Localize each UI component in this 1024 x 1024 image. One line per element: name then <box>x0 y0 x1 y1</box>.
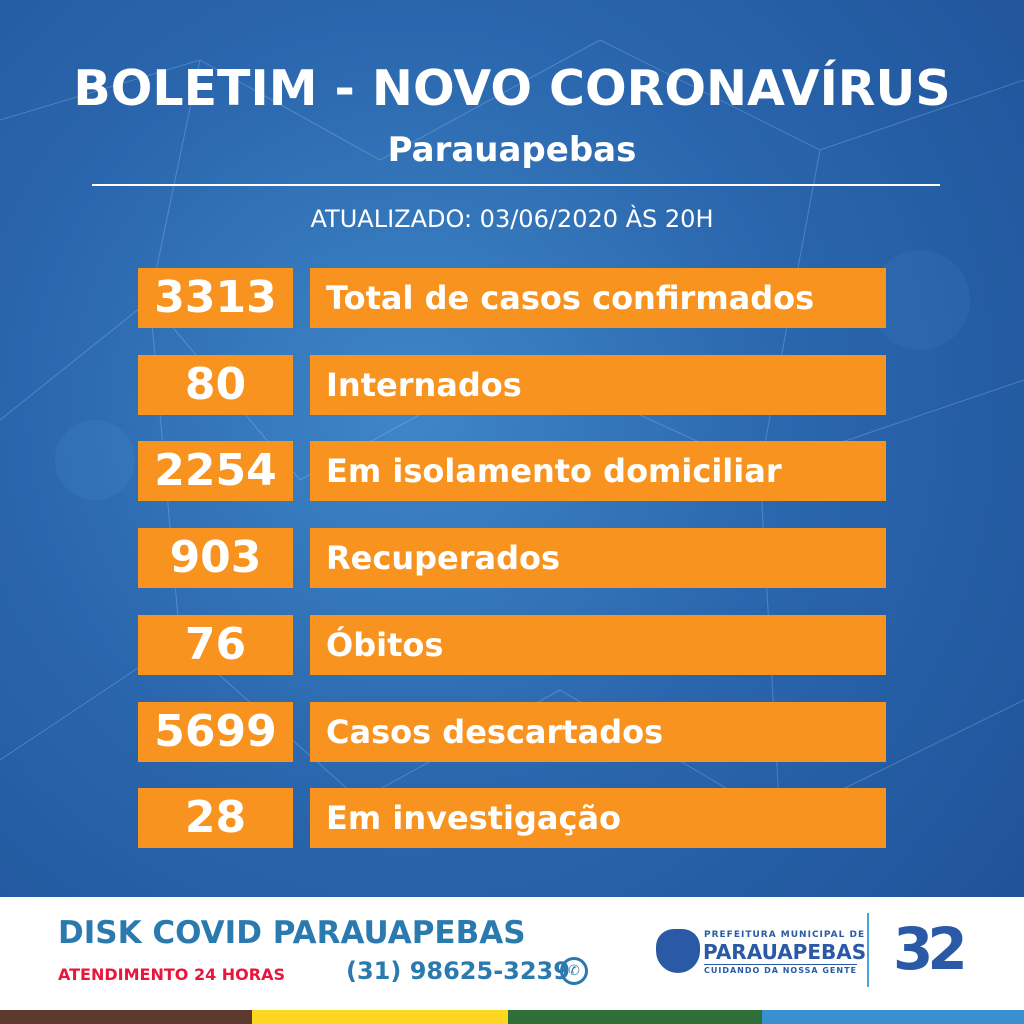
stat-row: 3313 Total de casos confirmados <box>138 268 886 328</box>
stripe-yellow <box>252 1010 508 1024</box>
stat-label: Em isolamento domiciliar <box>310 441 886 501</box>
anniversary-logo: 32 <box>893 915 968 983</box>
stat-value: 2254 <box>138 441 293 501</box>
footer-divider <box>867 913 869 987</box>
stat-value: 5699 <box>138 702 293 762</box>
stat-row: 28 Em investigação <box>138 788 886 848</box>
stat-row: 80 Internados <box>138 355 886 415</box>
stat-value: 903 <box>138 528 293 588</box>
stat-row: 76 Óbitos <box>138 615 886 675</box>
stat-row: 5699 Casos descartados <box>138 702 886 762</box>
stripe-green <box>508 1010 762 1024</box>
logo-line1: PREFEITURA MUNICIPAL DE <box>704 930 866 940</box>
phone-number[interactable]: (31) 98625-3239 <box>346 957 570 985</box>
logo-line3: CUIDANDO DA NOSSA GENTE <box>704 964 857 975</box>
footer: DISK COVID PARAUAPEBAS ATENDIMENTO 24 HO… <box>0 897 1024 1010</box>
stat-label: Recuperados <box>310 528 886 588</box>
divider <box>92 184 940 186</box>
stat-label: Internados <box>310 355 886 415</box>
coat-of-arms-logo <box>656 929 700 973</box>
stat-value: 76 <box>138 615 293 675</box>
stat-label: Óbitos <box>310 615 886 675</box>
stat-value: 3313 <box>138 268 293 328</box>
stat-label: Em investigação <box>310 788 886 848</box>
updated-timestamp: ATUALIZADO: 03/06/2020 ÀS 20H <box>310 205 714 233</box>
stripe-blue <box>762 1010 1024 1024</box>
whatsapp-icon: ✆ <box>560 957 588 985</box>
stat-label: Casos descartados <box>310 702 886 762</box>
logo-line2: PARAUAPEBAS <box>703 940 867 964</box>
stat-label: Total de casos confirmados <box>310 268 886 328</box>
disk-covid-title: DISK COVID PARAUAPEBAS <box>58 915 526 951</box>
stat-row: 903 Recuperados <box>138 528 886 588</box>
attendance-hours: ATENDIMENTO 24 HORAS <box>58 965 285 984</box>
stripe-brown <box>0 1010 252 1024</box>
page-title: BOLETIM - NOVO CORONAVÍRUS <box>73 60 951 117</box>
stat-value: 80 <box>138 355 293 415</box>
city-subtitle: Parauapebas <box>387 130 637 170</box>
stat-row: 2254 Em isolamento domiciliar <box>138 441 886 501</box>
stat-value: 28 <box>138 788 293 848</box>
